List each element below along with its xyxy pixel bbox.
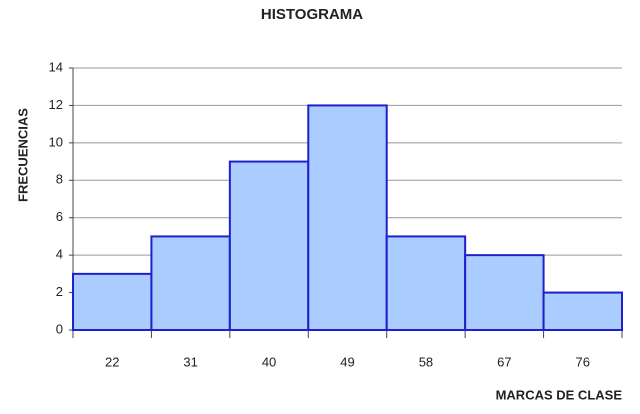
y-tick-label: 4 bbox=[56, 247, 63, 262]
bar bbox=[72, 272, 153, 332]
y-tick-label: 10 bbox=[49, 134, 63, 149]
y-tick-label: 14 bbox=[49, 59, 63, 74]
bar bbox=[307, 104, 388, 331]
y-tick-label: 12 bbox=[49, 97, 63, 112]
y-tick-label: 0 bbox=[56, 321, 63, 336]
x-tick-label: 22 bbox=[105, 354, 119, 369]
bar bbox=[542, 291, 623, 332]
y-tick-label: 2 bbox=[56, 284, 63, 299]
x-axis-label: MARCAS DE CLASE bbox=[496, 387, 623, 402]
bar bbox=[228, 160, 310, 331]
bar bbox=[464, 254, 545, 331]
y-tick-label: 6 bbox=[56, 209, 63, 224]
y-axis-label: FRECUENCIAS bbox=[15, 108, 30, 202]
bar bbox=[385, 235, 467, 331]
x-tick-label: 31 bbox=[183, 354, 197, 369]
x-tick-label: 40 bbox=[262, 354, 276, 369]
x-tick-label: 49 bbox=[340, 354, 354, 369]
chart-title: HISTOGRAMA bbox=[261, 6, 363, 23]
y-tick-label: 8 bbox=[56, 172, 63, 187]
x-tick-label: 76 bbox=[576, 354, 590, 369]
x-tick-label: 67 bbox=[497, 354, 511, 369]
bar bbox=[150, 235, 231, 331]
x-tick-label: 58 bbox=[419, 354, 433, 369]
